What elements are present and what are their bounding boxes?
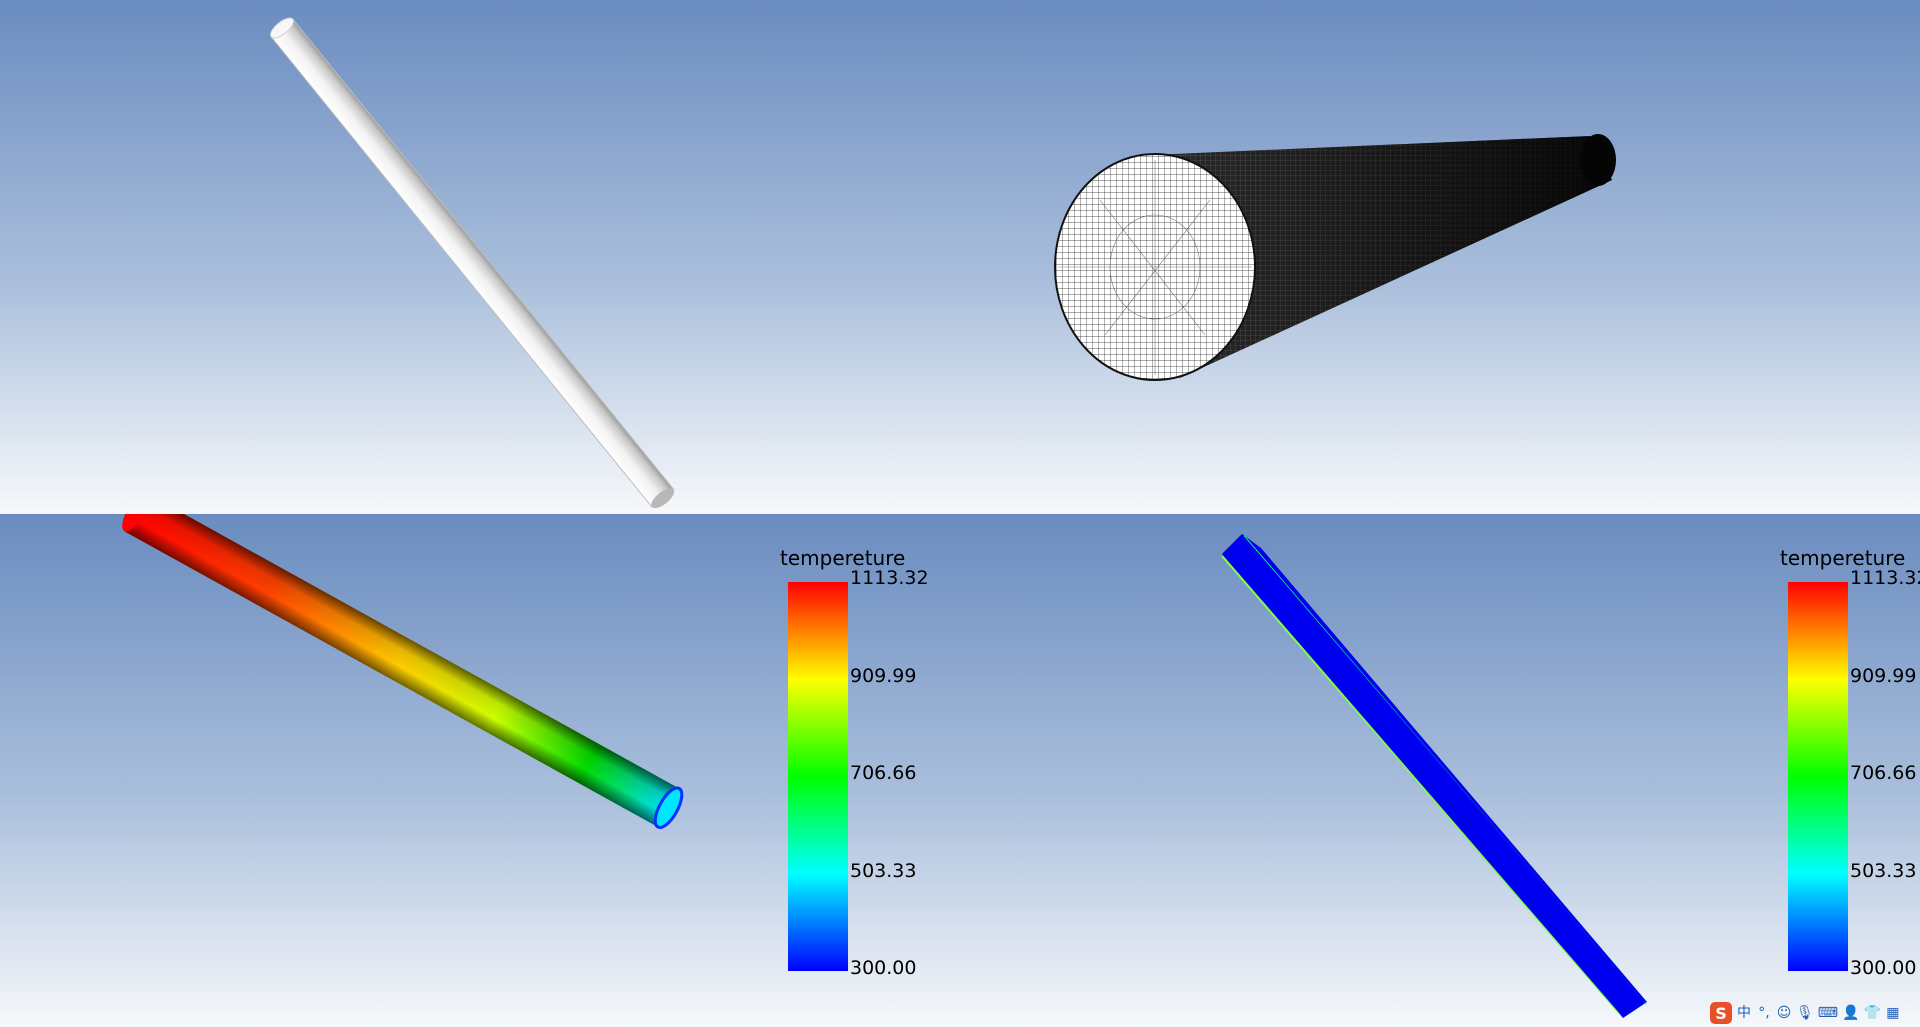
temperature-legend: tempereture 1113.32 909.99 706.66 503.33… [1760,514,1920,978]
legend-tick: 503.33 [850,860,917,882]
viewport-divider [0,512,1920,514]
legend-tick-max: 1113.32 [1850,567,1920,589]
punctuation-toggle[interactable]: °, [1758,1005,1770,1021]
legend-tick-max: 1113.32 [850,567,929,589]
viewport-top[interactable] [0,0,1920,512]
legend-title: tempereture [1780,546,1906,570]
temperature-slice [1221,534,1647,1018]
legend-title: tempereture [780,546,906,570]
legend-tick: 909.99 [850,665,917,687]
legend-tick: 706.66 [850,762,917,784]
ime-logo-icon[interactable]: S [1710,1002,1732,1024]
temperature-legend: tempereture 1113.32 909.99 706.66 503.33… [760,514,929,978]
toolbox-icon[interactable]: ▦ [1886,1005,1900,1021]
legend-tick: 503.33 [1850,860,1917,882]
keyboard-icon[interactable]: ⌨ [1817,1005,1838,1021]
color-bar [788,582,848,971]
legend-tick: 706.66 [1850,762,1917,784]
legend-tick: 909.99 [1850,665,1917,687]
scene-bottom-right [1221,534,1647,1018]
user-icon[interactable]: 👤 [1842,1005,1860,1021]
viewport-bottom-right[interactable]: tempereture 1113.32 909.99 706.66 503.33… [960,514,1920,1027]
legend-tick-min: 300.00 [850,957,917,979]
ime-mode-toggle[interactable]: 中 [1737,1005,1751,1021]
microphone-icon[interactable]: 🎙 [1796,1005,1814,1021]
ime-toolbar[interactable]: S 中 °, ☺ 🎙 ⌨ 👤 👕 ▦ [1706,999,1920,1027]
solid-cylinder [269,17,675,509]
skin-icon[interactable]: 👕 [1863,1005,1881,1021]
legend-tick-min: 300.00 [1850,957,1917,979]
scene-bottom-left [122,514,684,829]
viewport-bottom-left[interactable]: tempereture 1113.32 909.99 706.66 503.33… [0,514,960,1027]
mesh-cylinder [1054,134,1616,381]
temperature-cylinder [122,514,684,829]
color-bar [1788,582,1848,971]
scene-top [269,17,1616,509]
emoji-icon[interactable]: ☺ [1776,1005,1792,1021]
